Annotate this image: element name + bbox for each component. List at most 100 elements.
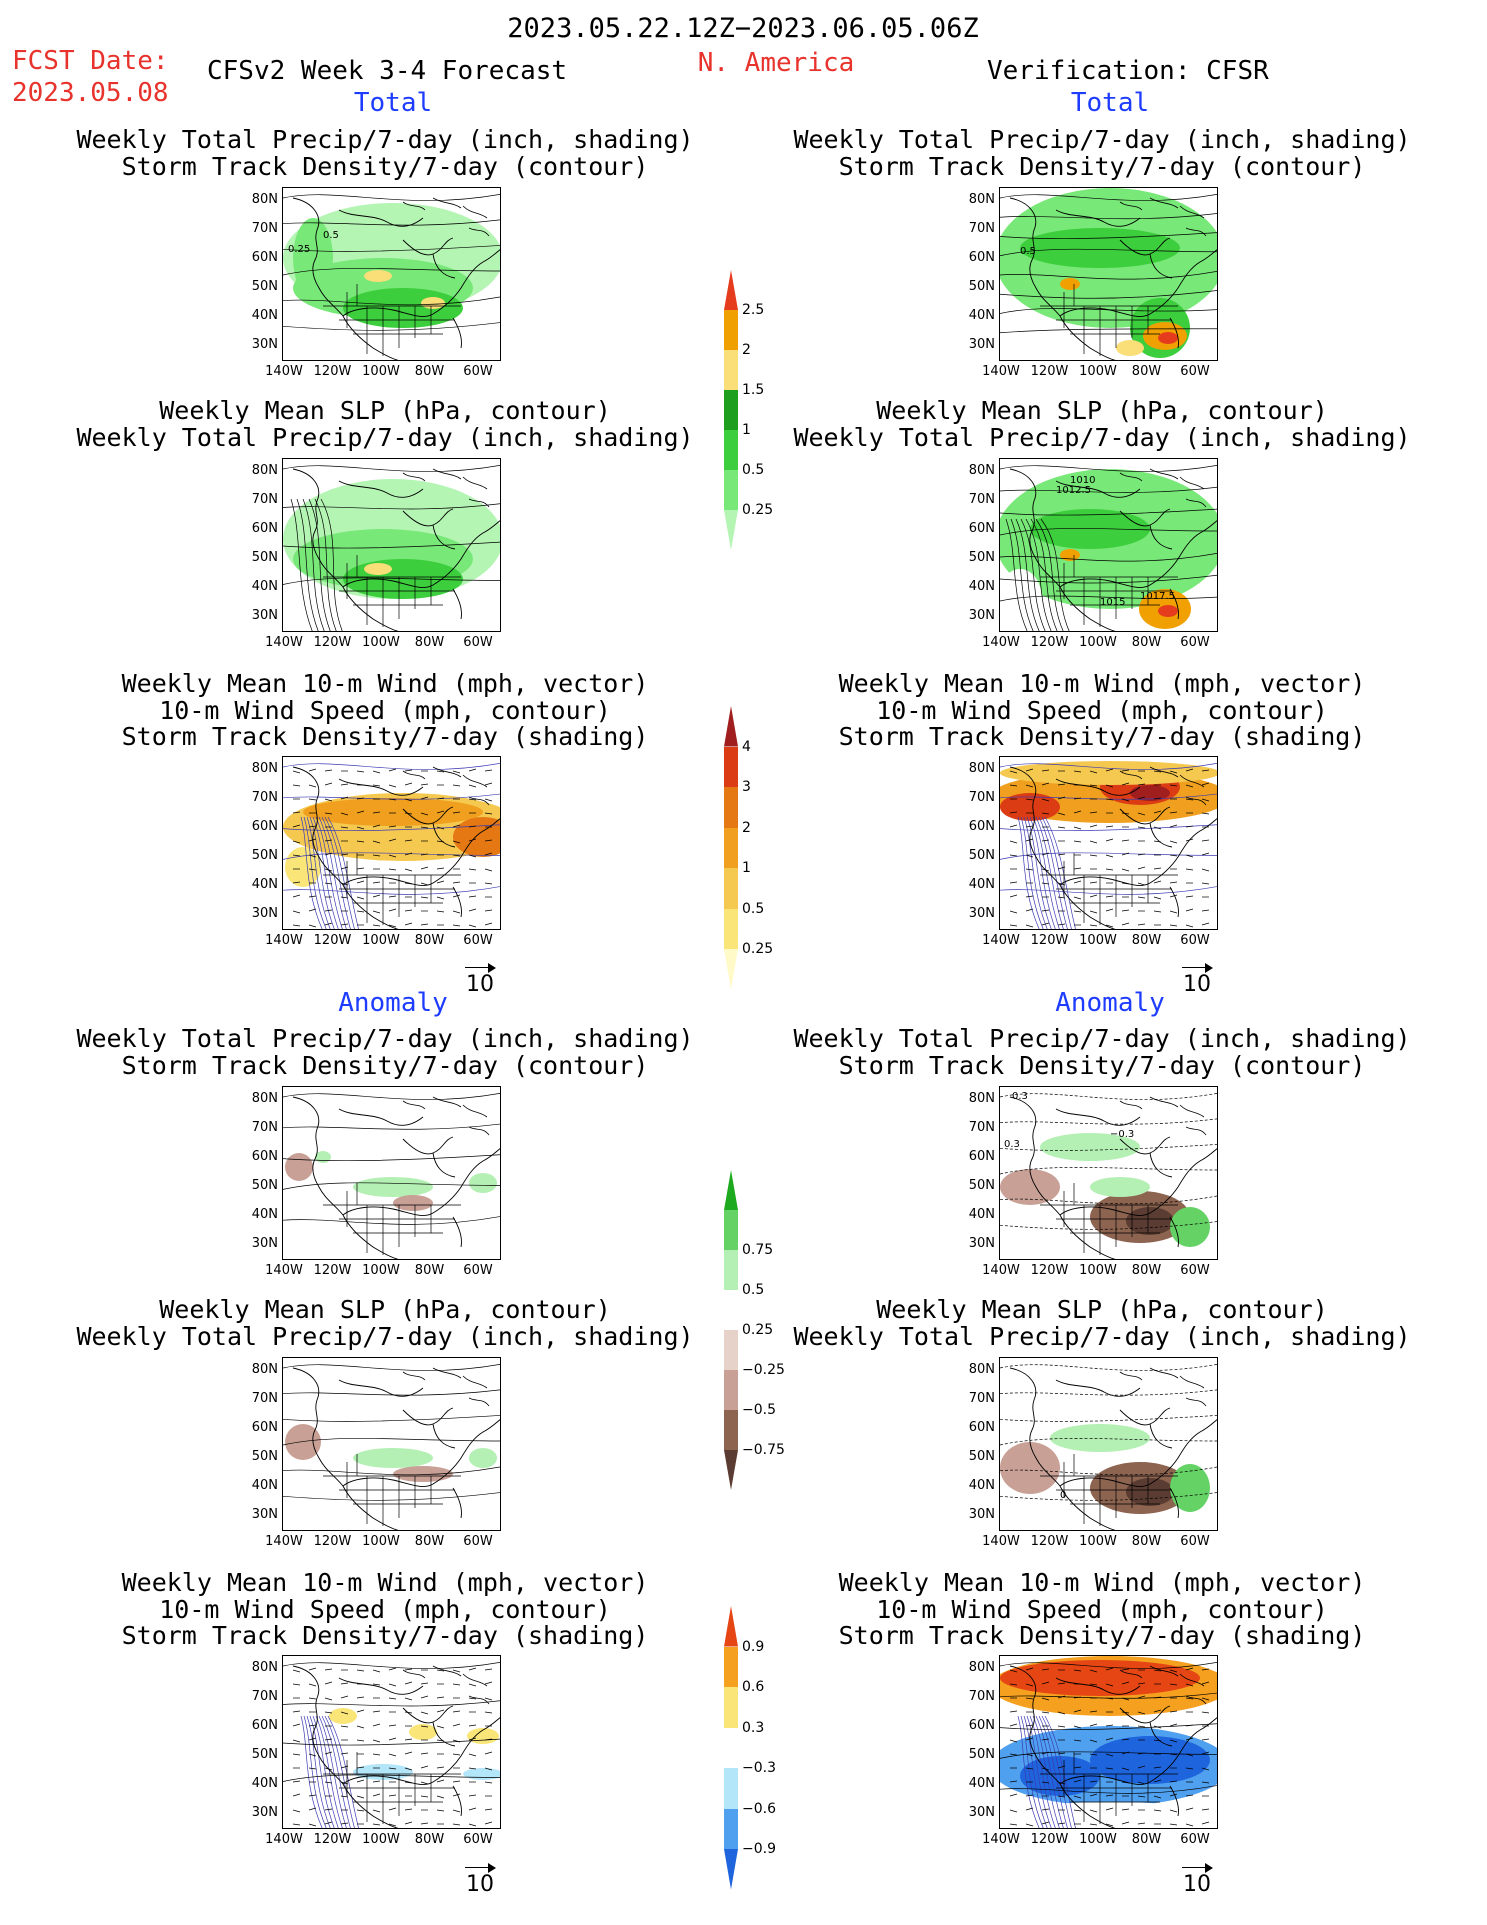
lon-tick-label: 120W: [1030, 933, 1069, 948]
wind-vector: [388, 895, 397, 898]
storm-density-shading: [1000, 761, 1217, 785]
wind-vector: [1137, 1695, 1146, 1699]
wind-vector: [436, 1795, 445, 1799]
wind-speed-contour: [1023, 816, 1048, 929]
wind-vector: [1057, 1682, 1066, 1685]
lat-tick-label: 30N: [968, 337, 995, 352]
wind-vector: [1153, 880, 1162, 884]
wind-vector: [1041, 1808, 1050, 1811]
reference-vector-fc-total: 10: [462, 962, 498, 996]
state-borders: [323, 1183, 461, 1255]
arctic-islands: [402, 1367, 490, 1407]
wind-vector: [372, 1683, 381, 1686]
storm-track-contour: [1000, 248, 1217, 257]
map-plot: [283, 464, 500, 631]
wind-vector: [420, 1795, 429, 1798]
wind-vector: [1137, 1765, 1146, 1769]
wind-vector: [372, 811, 381, 814]
wind-vector: [308, 825, 317, 828]
wind-vector: [1137, 796, 1146, 800]
wind-vector: [1121, 922, 1130, 926]
wind-vector: [1009, 1669, 1018, 1673]
wind-vector: [292, 784, 301, 787]
slp-contour: [1035, 518, 1064, 631]
lat-tick-label: 40N: [251, 1478, 278, 1493]
lon-tick-label: 60W: [1180, 635, 1210, 650]
wind-vector: [372, 1823, 381, 1826]
coastline: [1009, 1665, 1217, 1828]
wind-vector: [1169, 854, 1178, 857]
wind-vector: [1009, 910, 1018, 914]
contour-label: 1012.5: [1056, 485, 1091, 496]
wind-vector: [1185, 1667, 1194, 1671]
wind-speed-contour: [1000, 824, 1217, 832]
wind-vector: [452, 1809, 461, 1813]
wind-vector: [436, 797, 445, 800]
wind-vector: [420, 1682, 429, 1685]
wind-vector: [1185, 854, 1194, 858]
slp-contour: [1005, 518, 1028, 631]
wind-vector: [1105, 1667, 1114, 1671]
lon-tick-label: 120W: [313, 1832, 352, 1847]
colorbar-segment: [724, 1808, 738, 1849]
map-obs-total-wind: [999, 756, 1218, 930]
lat-tick-label: 70N: [251, 790, 278, 805]
wind-vector: [1105, 838, 1114, 842]
colorbar-segment: [724, 908, 738, 949]
arctic-islands: [402, 766, 490, 806]
lon-tick-label: 80W: [414, 1263, 445, 1278]
storm-track-anomaly-contour: [1000, 1195, 1217, 1205]
slp-contour: [283, 541, 500, 549]
slp-anomaly-contour: [1000, 1492, 1217, 1501]
wind-vector: [1201, 1711, 1210, 1714]
wind-vector: [292, 1823, 301, 1826]
storm-anomaly-shading: [409, 1724, 437, 1740]
wind-vector: [1057, 1711, 1066, 1715]
wind-vector: [1041, 782, 1050, 786]
section-total-right: Total: [1070, 88, 1150, 118]
wind-vector: [1137, 1725, 1146, 1728]
lat-tick-label: 50N: [251, 1747, 278, 1762]
wind-speed-anomaly-contour: [1000, 1785, 1217, 1794]
wind-vector: [436, 1696, 445, 1699]
colorbar-segment: [724, 1606, 738, 1647]
wind-vector: [1057, 1795, 1066, 1798]
wind-vector: [372, 1723, 381, 1727]
wind-vector: [1185, 825, 1194, 828]
wind-vector: [324, 1781, 333, 1784]
lat-tick-label: 60N: [968, 1420, 995, 1435]
lon-tick-label: 140W: [982, 933, 1020, 948]
storm-track-contour: [283, 219, 500, 226]
wind-vector: [404, 839, 413, 842]
precip-shading: [343, 559, 463, 599]
wind-vector: [452, 1669, 461, 1673]
storm-track-contour: [1000, 270, 1217, 280]
wind-vector: [420, 1765, 429, 1769]
wind-vector: [452, 1823, 461, 1826]
panel-title-obs-total-slp: Weekly Mean SLP (hPa, contour) Weekly To…: [793, 396, 1411, 452]
wind-vector: [1153, 770, 1162, 773]
wind-speed-contour: [1032, 1715, 1060, 1828]
wind-vector: [468, 1767, 477, 1770]
lon-tick-label: 80W: [414, 364, 445, 379]
wind-vector: [1025, 1807, 1034, 1811]
coastline: [292, 468, 500, 631]
region-title: N. America: [697, 48, 855, 78]
lat-tick-label: 30N: [251, 337, 278, 352]
wind-speed-contour: [1032, 816, 1060, 929]
wind-vector: [1089, 910, 1098, 914]
arctic-islands: [1119, 468, 1207, 508]
wind-vector: [452, 1683, 461, 1686]
wind-vector: [420, 1695, 429, 1699]
wind-vector: [1137, 1795, 1146, 1798]
wind-vector: [308, 784, 317, 788]
colorbar-segment: [724, 1687, 738, 1728]
wind-vector: [324, 769, 333, 772]
storm-track-contour: [1000, 193, 1217, 201]
state-borders: [323, 555, 461, 627]
panel-title-fc-anom-wind: Weekly Mean 10-m Wind (mph, vector) 10-m…: [121, 1568, 649, 1650]
precip-shading: [1030, 509, 1150, 549]
storm-track-contour: [1000, 290, 1217, 299]
precip-anomaly-shading: [393, 1195, 433, 1211]
